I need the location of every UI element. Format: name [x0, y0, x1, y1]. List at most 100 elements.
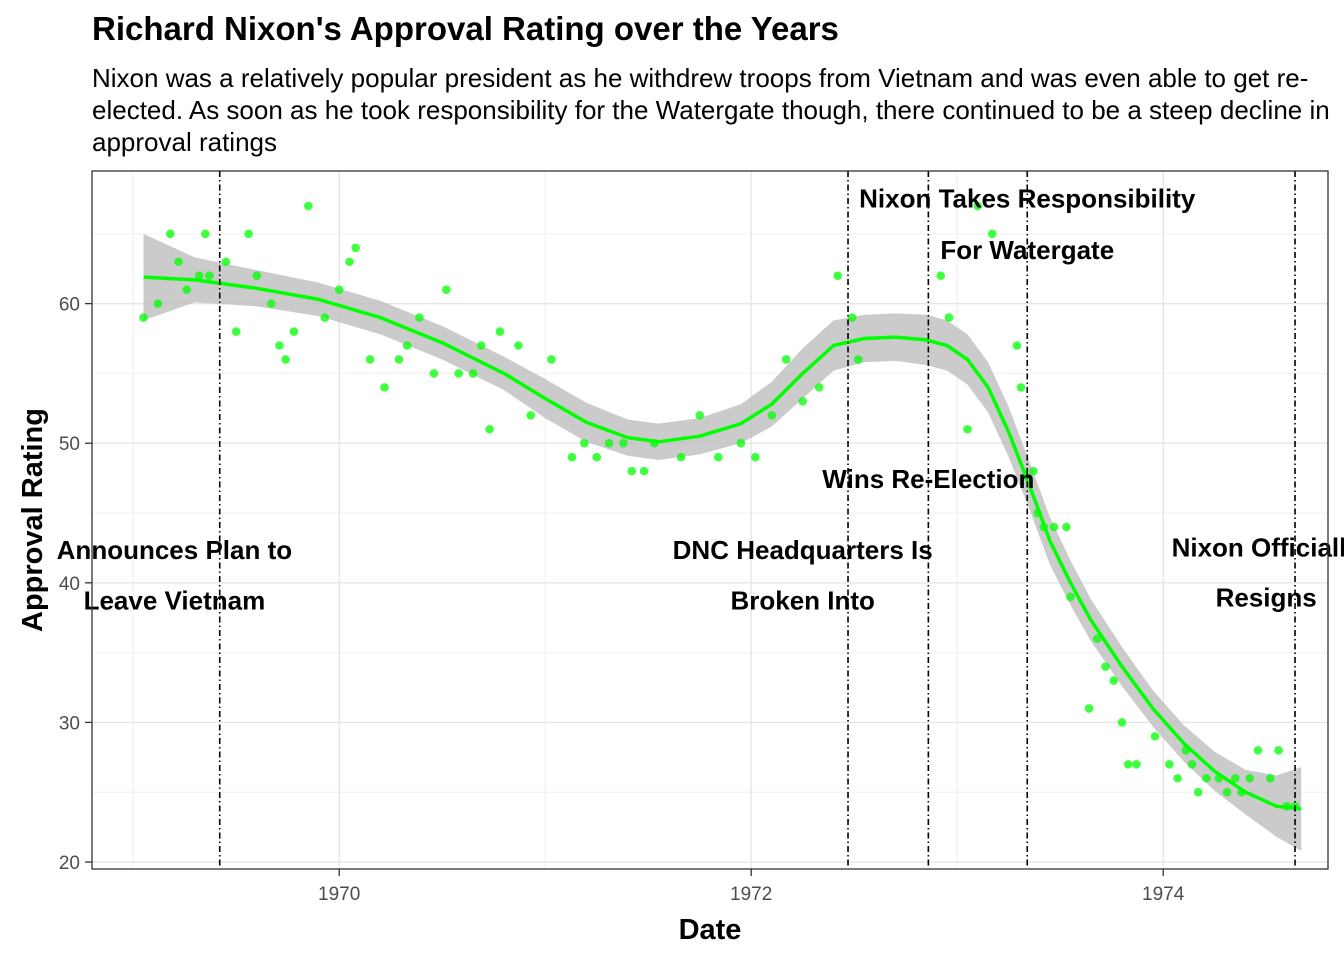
data-point: [1231, 773, 1240, 783]
data-point: [963, 424, 972, 434]
data-point: [1039, 522, 1049, 532]
data-point: [1123, 760, 1133, 769]
data-point: [174, 257, 183, 267]
event-labels-layer: Announces Plan to Leave Vietnam DNC Headqu…: [57, 183, 1344, 615]
y-tick-label: 60: [59, 295, 80, 316]
data-point: [604, 438, 614, 448]
axes-layer: 1970 1972 1974 20 30 40 50 60: [59, 295, 1185, 905]
event-label: Leave Vietnam: [84, 585, 266, 615]
data-point: [320, 313, 330, 322]
data-point: [304, 201, 313, 211]
x-tick-label: 1972: [730, 884, 772, 905]
y-axis-title: Approval Rating: [17, 408, 49, 632]
data-point: [365, 355, 375, 364]
data-point: [1187, 760, 1197, 769]
data-point: [266, 299, 276, 308]
x-tick-label: 1974: [1142, 884, 1185, 905]
data-point: [1033, 508, 1042, 518]
x-tick-label: 1970: [318, 884, 360, 905]
event-lines-layer: [218, 171, 1296, 869]
data-point: [468, 369, 478, 378]
data-point: [676, 452, 686, 462]
data-point: [1274, 746, 1283, 755]
data-point: [650, 438, 659, 448]
chart-title: Richard Nixon's Approval Rating over the…: [92, 10, 839, 47]
data-point: [514, 341, 523, 350]
confidence-band: [143, 233, 1302, 851]
data-point: [944, 313, 954, 322]
data-point: [1084, 704, 1094, 713]
data-point: [936, 271, 946, 281]
data-point: [526, 411, 536, 420]
data-point: [639, 466, 649, 476]
data-point: [194, 271, 204, 281]
event-label: Broken Into: [730, 585, 874, 615]
panel-border: [91, 170, 1329, 870]
y-tick-label: 50: [59, 434, 80, 455]
data-point: [1066, 592, 1075, 602]
x-axis-title: Date: [679, 914, 742, 946]
data-point: [847, 313, 857, 322]
data-point: [592, 452, 601, 462]
data-point: [1266, 773, 1275, 783]
data-point: [619, 438, 628, 448]
data-point: [695, 411, 704, 420]
data-point: [334, 285, 344, 294]
data-point: [781, 355, 791, 364]
data-point: [281, 355, 290, 364]
data-point: [833, 271, 843, 281]
data-point: [1101, 662, 1110, 671]
data-point: [415, 313, 424, 322]
data-point: [973, 201, 983, 211]
data-point: [345, 257, 354, 267]
data-point: [1165, 760, 1174, 769]
data-point: [244, 229, 253, 239]
data-point: [713, 452, 723, 462]
data-point: [153, 299, 163, 308]
data-point: [987, 229, 997, 239]
data-point: [1193, 787, 1203, 797]
smooth-trend-line: [143, 275, 1302, 811]
data-point: [289, 327, 299, 336]
y-tick-label: 40: [59, 574, 80, 595]
data-points-layer: [139, 201, 1300, 811]
data-point: [854, 355, 863, 364]
event-label: DNC Headquarters Is: [673, 535, 933, 565]
data-point: [1282, 801, 1292, 811]
data-point: [1029, 466, 1038, 476]
data-point: [1132, 760, 1141, 769]
data-point: [1092, 634, 1102, 643]
data-point: [627, 466, 637, 476]
data-point: [1253, 746, 1263, 755]
data-point: [736, 438, 746, 448]
data-point: [1062, 522, 1071, 532]
event-label: For Watergate: [940, 235, 1114, 265]
data-point: [380, 383, 389, 392]
y-tick-label: 20: [59, 853, 80, 874]
data-point: [351, 243, 360, 253]
data-point: [1237, 787, 1246, 797]
data-point: [1214, 773, 1224, 783]
smooth-line-layer: [143, 275, 1302, 811]
data-point: [454, 369, 463, 378]
data-point: [442, 285, 451, 294]
data-point: [814, 383, 824, 392]
data-point: [567, 452, 577, 462]
chart-subtitle: Nixon was a relatively popular president…: [92, 63, 1330, 157]
data-point: [1181, 746, 1191, 755]
event-label: Wins Re-Election: [822, 464, 1034, 494]
data-point: [580, 438, 589, 448]
confidence-band-layer: [143, 233, 1302, 851]
data-point: [1245, 773, 1255, 783]
y-tick-label: 30: [59, 713, 80, 734]
data-point: [221, 257, 231, 267]
data-point: [201, 229, 210, 239]
data-point: [495, 327, 505, 336]
data-point: [1150, 732, 1160, 741]
data-point: [1222, 787, 1232, 797]
data-point: [1049, 522, 1059, 532]
data-point: [798, 397, 807, 406]
data-point: [547, 355, 556, 364]
data-point: [1109, 676, 1119, 685]
